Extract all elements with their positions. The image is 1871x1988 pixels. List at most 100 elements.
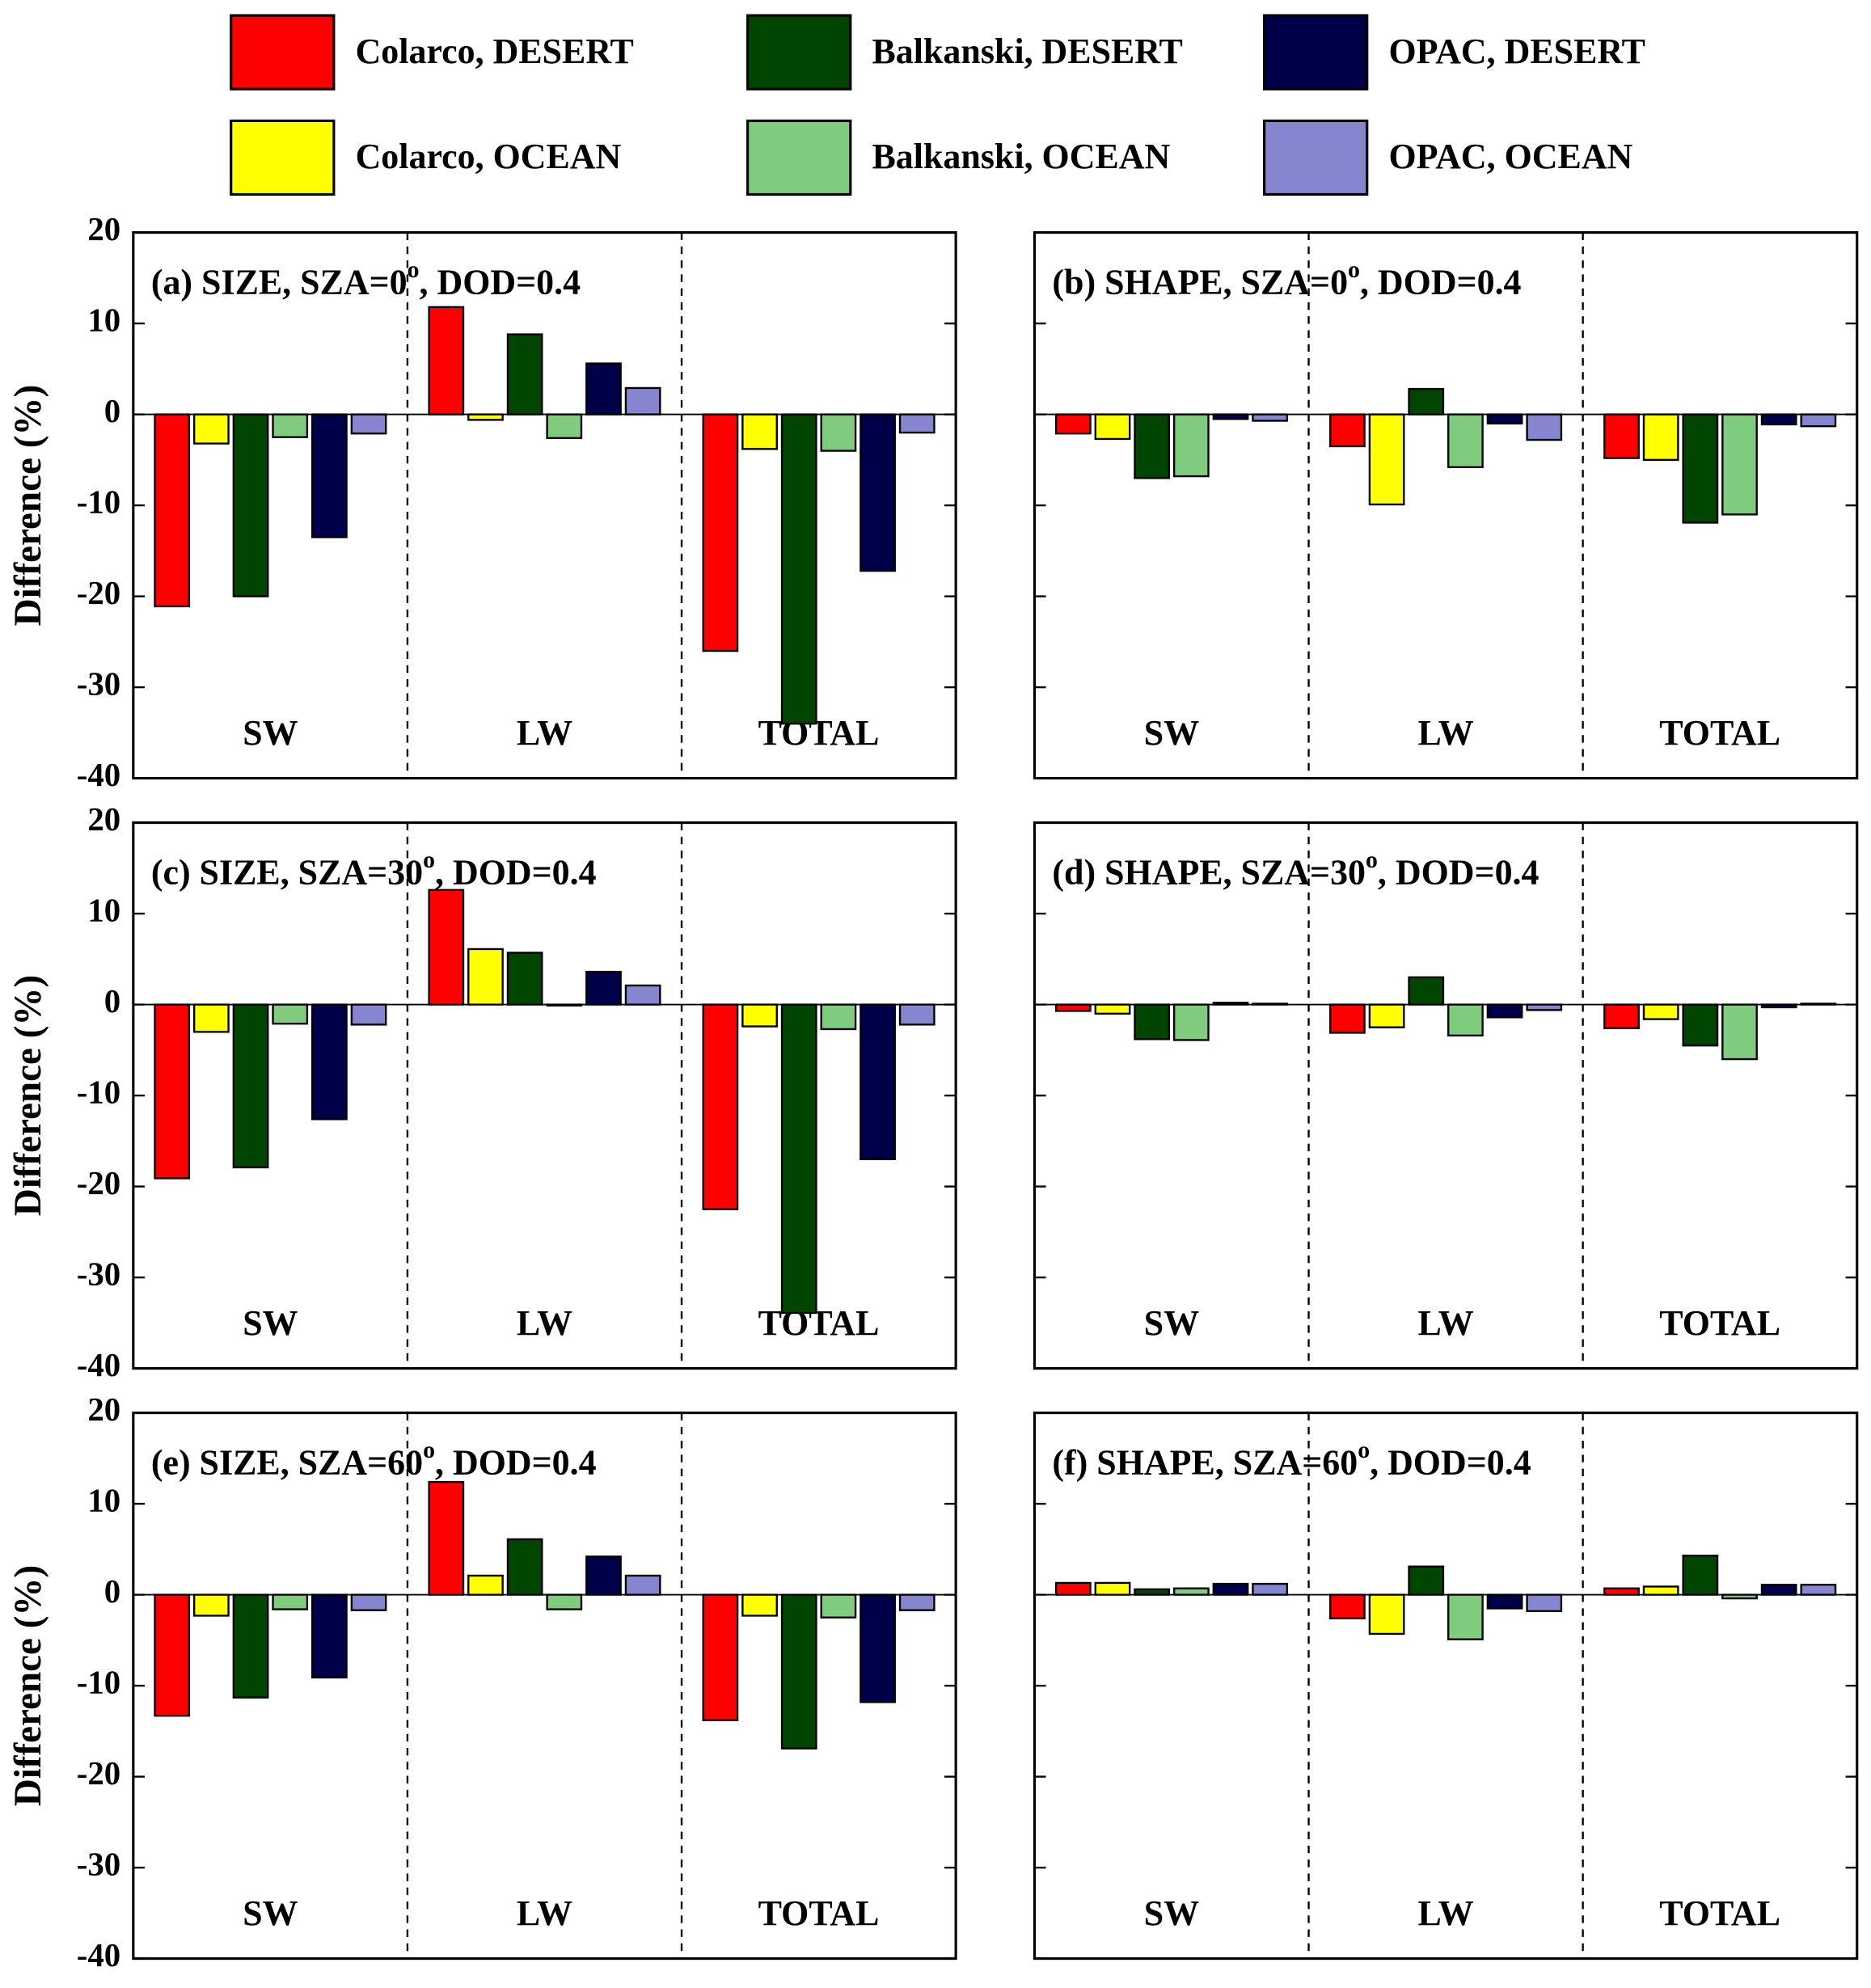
category-label: SW [1144, 1303, 1199, 1343]
legend-label: Balkanski, DESERT [872, 32, 1183, 71]
bar [1408, 976, 1445, 1006]
bar [1134, 1003, 1171, 1040]
panel-title: (b) SHAPE, SZA=0o, DOD=0.4 [1052, 256, 1521, 302]
y-tick-label: -30 [77, 1256, 120, 1292]
panel-title-superscript: o [423, 846, 435, 873]
bar [702, 413, 739, 652]
bar [1134, 1588, 1171, 1596]
y-tick-label: -30 [77, 665, 120, 702]
bar [1642, 1003, 1679, 1020]
bar [1603, 413, 1640, 459]
bar [1486, 1593, 1523, 1610]
panel-title-text: (b) SHAPE, SZA=0 [1052, 263, 1348, 302]
bar [154, 1003, 191, 1180]
category-label: LW [1417, 1303, 1473, 1343]
bar [741, 413, 778, 450]
category-label: TOTAL [1659, 713, 1780, 753]
bar [741, 1003, 778, 1028]
panel-title-text: , DOD=0.4 [420, 263, 581, 302]
bar [1682, 1003, 1719, 1047]
bar [272, 1003, 309, 1025]
bar [1408, 387, 1445, 416]
y-axis-label: Difference (%) [7, 975, 49, 1216]
bar [1172, 413, 1210, 478]
bar [820, 413, 857, 452]
category-label: SW [243, 713, 298, 753]
bar [1368, 413, 1405, 506]
y-tick-label: 20 [87, 1391, 120, 1428]
category-label: TOTAL [758, 1893, 880, 1933]
panel-title-text: (a) SIZE, SZA=0 [151, 263, 408, 302]
bar [154, 1593, 191, 1717]
category-label: TOTAL [758, 713, 880, 753]
bar [1721, 1003, 1758, 1061]
bar [1172, 1003, 1210, 1041]
bar [898, 413, 936, 434]
bar [506, 1538, 543, 1596]
bar [467, 413, 504, 421]
bar [859, 1593, 896, 1703]
bar [1094, 1581, 1131, 1596]
bar [350, 1003, 387, 1026]
bar [820, 1593, 857, 1619]
bar [1094, 1003, 1131, 1015]
bar [506, 333, 543, 416]
bar [350, 413, 387, 435]
bar [232, 1593, 269, 1699]
y-axis-label: Difference (%) [7, 385, 49, 626]
panel-title: (a) SIZE, SZA=0o, DOD=0.4 [151, 256, 581, 302]
bar [193, 1593, 230, 1617]
bar [624, 386, 661, 416]
bar [859, 413, 896, 572]
legend-swatch [746, 14, 852, 91]
bar [1329, 413, 1366, 448]
bar [467, 1574, 504, 1596]
bar [272, 1593, 309, 1610]
bar [506, 952, 543, 1006]
bar [546, 1003, 583, 1007]
bar [428, 1480, 465, 1596]
bar [780, 413, 817, 725]
bar [624, 1574, 661, 1596]
legend-swatch [230, 119, 336, 196]
bar [1252, 1002, 1289, 1006]
bar [1408, 1565, 1445, 1596]
bar [272, 413, 309, 438]
bar [1329, 1593, 1366, 1620]
bar [311, 1003, 348, 1121]
category-label: LW [1417, 1893, 1473, 1933]
bar [585, 970, 622, 1006]
panel-title: (c) SIZE, SZA=30o, DOD=0.4 [151, 846, 597, 893]
bar [702, 1593, 739, 1722]
y-axis-label: Difference (%) [7, 1565, 49, 1806]
bar [1094, 413, 1131, 441]
bar [232, 1003, 269, 1169]
y-tick-label: -10 [77, 1074, 120, 1110]
bar [1603, 1587, 1640, 1596]
panel-title-text: , DOD=0.4 [435, 853, 597, 893]
bar [1212, 1582, 1249, 1596]
y-tick-label: 10 [87, 1482, 120, 1518]
category-label: LW [517, 1893, 572, 1933]
panel-title-superscript: o [1366, 846, 1378, 873]
bar [1800, 1584, 1837, 1596]
panel-title-text: , DOD=0.4 [1378, 853, 1539, 893]
y-tick-label: 10 [87, 892, 120, 928]
y-tick-label: -10 [77, 483, 120, 520]
bar [585, 362, 622, 416]
category-label: TOTAL [1659, 1893, 1780, 1933]
panel-title-superscript: o [1358, 1437, 1370, 1463]
panel-title-text: , DOD=0.4 [435, 1443, 597, 1483]
category-label: SW [243, 1893, 298, 1933]
bar [193, 1003, 230, 1033]
bar [1368, 1593, 1405, 1636]
y-tick-label: 0 [104, 983, 120, 1019]
legend-swatch [230, 14, 336, 91]
category-label: SW [1144, 713, 1199, 753]
bar [624, 984, 661, 1006]
panel-title-text: (f) SHAPE, SZA=60 [1052, 1443, 1358, 1483]
legend-label: Colarco, OCEAN [356, 137, 622, 176]
legend-label: OPAC, DESERT [1388, 32, 1645, 71]
y-tick-label: -40 [77, 757, 120, 793]
bar [546, 1593, 583, 1610]
